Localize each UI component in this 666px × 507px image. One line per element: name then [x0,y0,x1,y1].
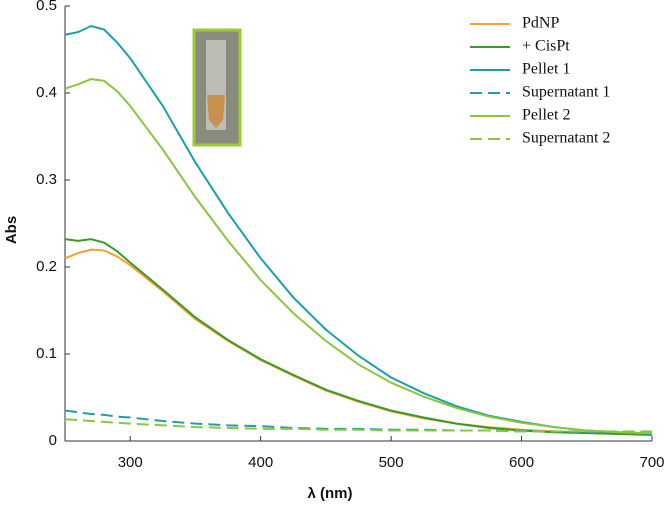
x-axis-title: λ (nm) [308,485,353,502]
legend: PdNP + CisPt Pellet 1 Supernatant 1 Pellet 2… [470,15,610,147]
y-tick-label: 0 [49,432,57,449]
x-tick-label: 600 [509,454,534,471]
y-tick-label: 0.2 [36,258,57,275]
inset-photo [192,28,242,147]
y-axis-title: Abs [3,216,20,244]
data-line [64,418,652,433]
x-tick-label: 300 [118,454,143,471]
x-tick-label: 400 [248,454,273,471]
data-line [64,78,653,435]
data-line [64,248,653,436]
legend-label: Supernatant 2 [522,130,610,147]
y-tick-label: 0.3 [36,171,57,188]
legend-label: Pellet 2 [522,107,570,124]
y-tick-label: 0.1 [36,345,57,362]
legend-label: Pellet 1 [522,61,570,78]
data-line [64,238,653,436]
y-tick-label: 0.4 [36,84,57,101]
legend-label: + CisPt [522,38,570,55]
x-tick-label: 500 [379,454,404,471]
legend-label: Supernatant 1 [522,84,610,101]
legend-label: PdNP [522,15,559,32]
y-tick-label: 0.5 [36,0,57,14]
x-tick-label: 700 [639,454,664,471]
